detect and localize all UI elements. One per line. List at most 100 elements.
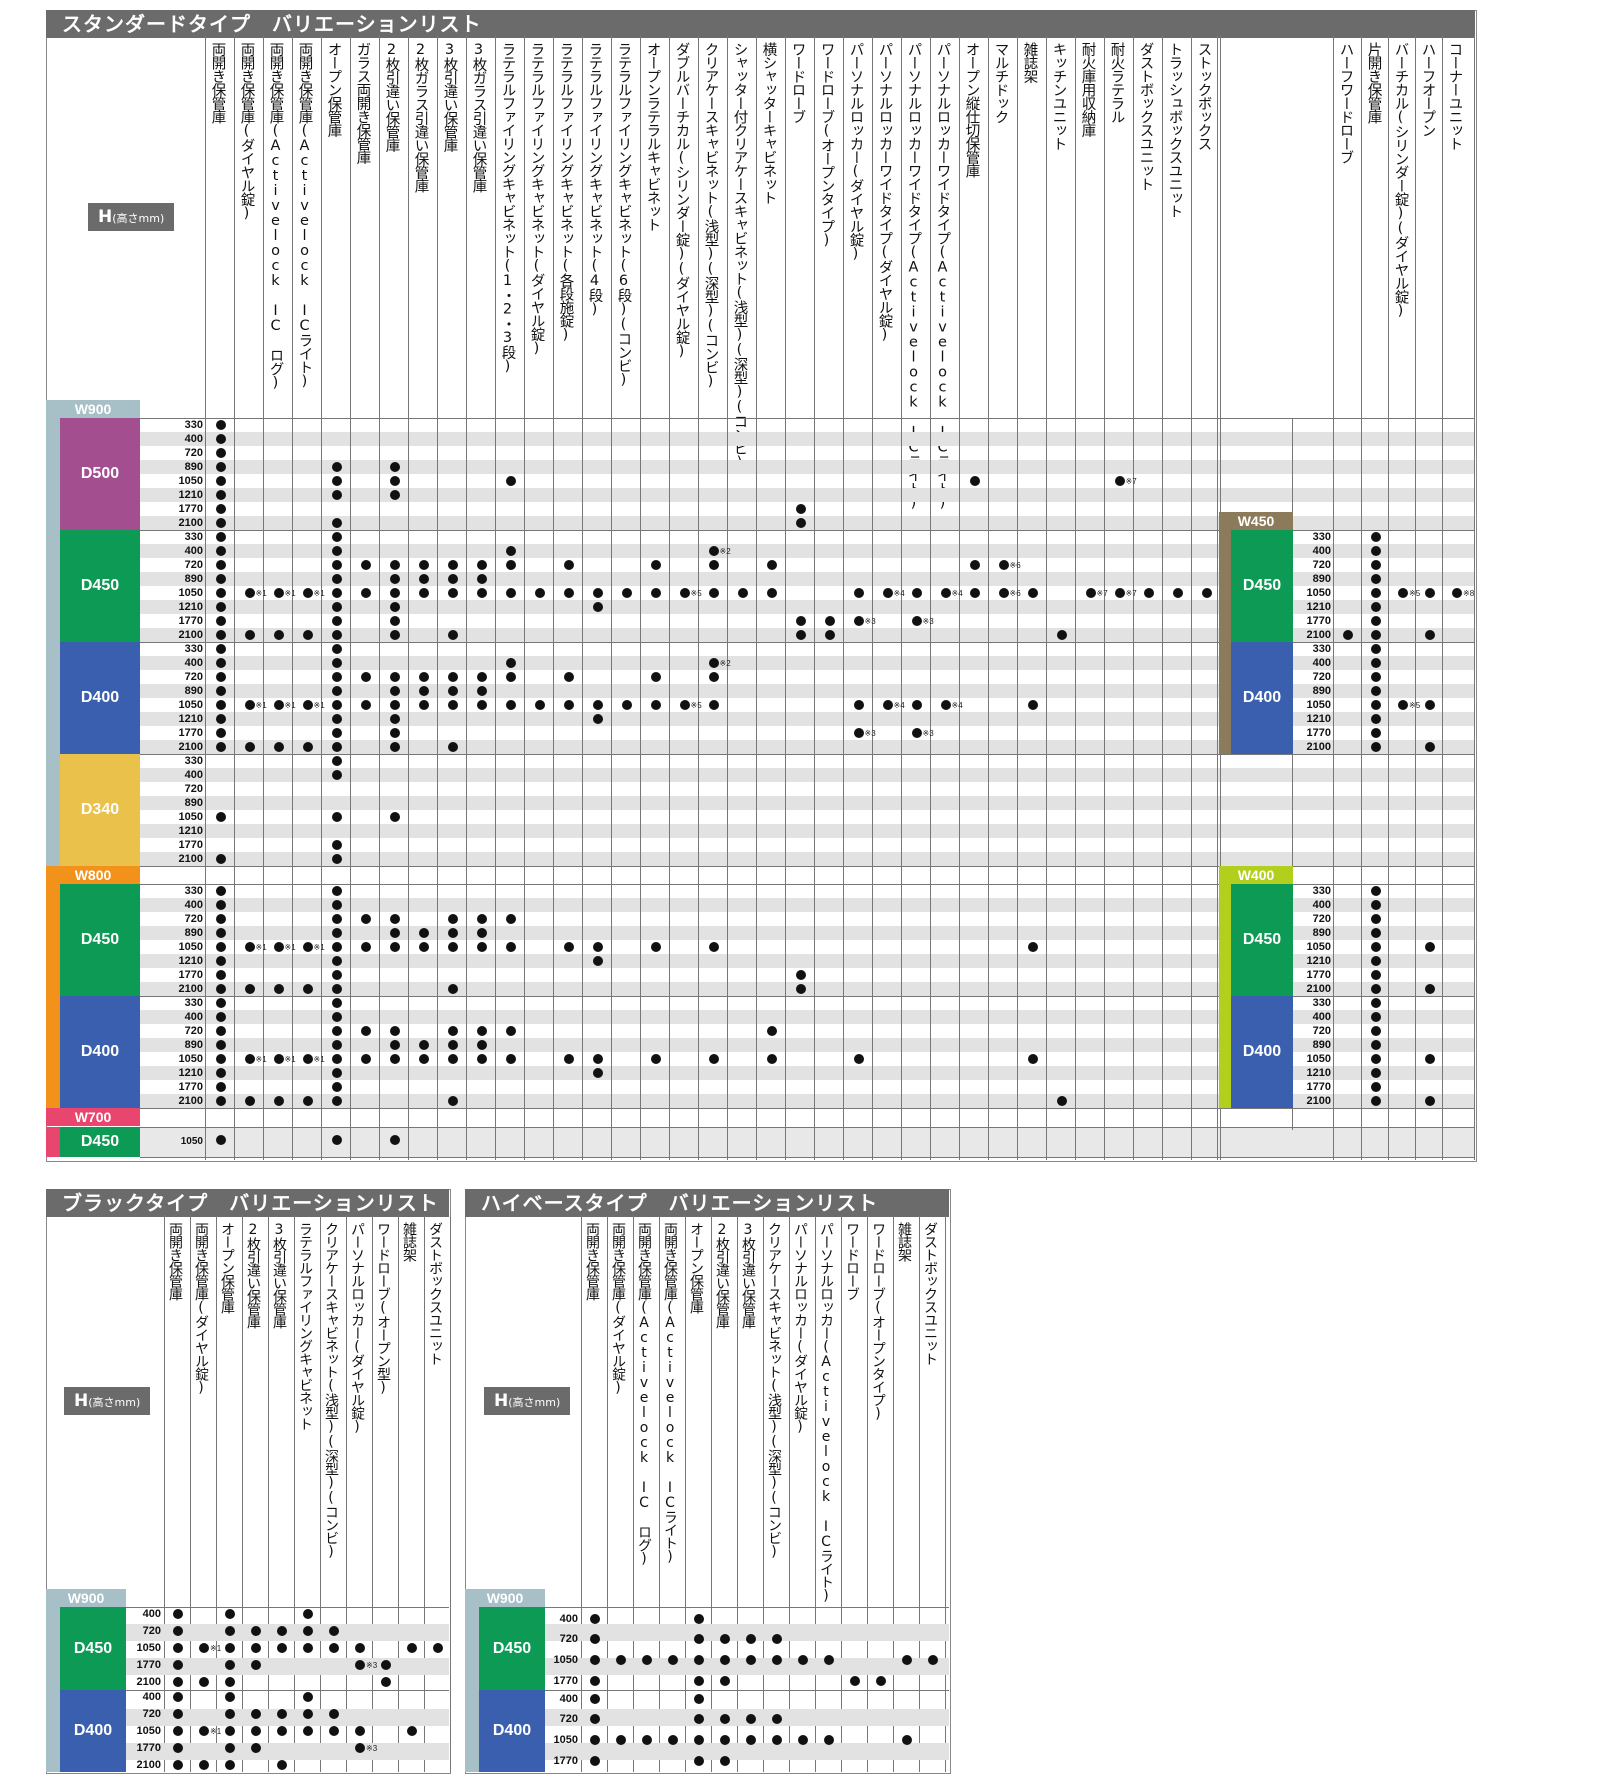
std-dot bbox=[331, 970, 342, 980]
black-dot bbox=[251, 1726, 261, 1736]
std-note: ※3 bbox=[864, 729, 876, 738]
std-height-label: 330 bbox=[184, 755, 203, 767]
black-dot bbox=[355, 1726, 365, 1736]
std-height-label: 1210 bbox=[1306, 955, 1331, 967]
std-dot bbox=[331, 532, 342, 542]
std-dot bbox=[1371, 574, 1381, 584]
std-col-divider bbox=[524, 35, 525, 1160]
std-col-divider bbox=[1217, 35, 1218, 1160]
hb-dot bbox=[746, 1714, 756, 1724]
std-dot bbox=[940, 588, 951, 598]
std-dot bbox=[708, 658, 719, 668]
std-dot bbox=[273, 742, 284, 752]
std-dot bbox=[215, 672, 226, 682]
std-dot bbox=[389, 728, 400, 738]
black-dot bbox=[251, 1709, 261, 1719]
hb-col-divider bbox=[789, 1215, 790, 1772]
std-dot bbox=[331, 742, 342, 752]
std-dot bbox=[331, 518, 342, 528]
std-height-label: 890 bbox=[1312, 1039, 1331, 1051]
std-dot bbox=[1085, 588, 1096, 598]
std-dot bbox=[331, 546, 342, 556]
black-col-divider bbox=[450, 1215, 451, 1772]
std-dot bbox=[389, 714, 400, 724]
black-dot bbox=[277, 1643, 287, 1653]
std-col-divider bbox=[872, 35, 873, 1160]
std-dot bbox=[273, 630, 284, 640]
black-dot bbox=[251, 1643, 261, 1653]
black-col-divider bbox=[398, 1215, 399, 1772]
std-dot bbox=[505, 942, 516, 952]
std-dot bbox=[1371, 1054, 1381, 1064]
std-stripe bbox=[140, 712, 1475, 726]
std-dot bbox=[882, 588, 893, 598]
std-dot bbox=[795, 504, 806, 514]
std-dot bbox=[1114, 476, 1125, 486]
std-right-col-header: ハーフオープン bbox=[1419, 42, 1436, 137]
std-dot bbox=[969, 588, 980, 598]
std-depth-d400: D400 bbox=[60, 996, 140, 1108]
std-dot bbox=[1371, 532, 1381, 542]
std-dot bbox=[331, 1026, 342, 1036]
std-col-divider bbox=[205, 35, 206, 1160]
std-dot bbox=[302, 1054, 313, 1064]
std-dot bbox=[215, 476, 226, 486]
std-height-label: 1210 bbox=[178, 955, 203, 967]
std-dot bbox=[795, 970, 806, 980]
std-col-header: マルチドック bbox=[992, 42, 1009, 123]
std-dot bbox=[215, 588, 226, 598]
std-dot bbox=[795, 984, 806, 994]
std-dot bbox=[563, 1054, 574, 1064]
std-dot bbox=[273, 1054, 284, 1064]
std-dot bbox=[563, 588, 574, 598]
black-note: ※3 bbox=[366, 1661, 378, 1670]
std-note: ※8 bbox=[1463, 589, 1475, 598]
std-col-divider bbox=[1104, 35, 1105, 1160]
std-dot bbox=[331, 462, 342, 472]
black-col-divider bbox=[424, 1215, 425, 1772]
std-note: ※1 bbox=[255, 701, 267, 710]
std-dot bbox=[389, 574, 400, 584]
std-col-header: ラテラルファイリングキャビネット(ダイヤル錠) bbox=[528, 42, 545, 356]
std-dot bbox=[592, 1068, 603, 1078]
std-col-header: ダストボックスユニット bbox=[1137, 42, 1154, 191]
std-height-label: 890 bbox=[1312, 573, 1331, 585]
std-col-divider bbox=[756, 35, 757, 1160]
std-dot bbox=[447, 588, 458, 598]
std-dot bbox=[244, 1096, 255, 1106]
std-dot bbox=[331, 956, 342, 966]
std-height-label: 400 bbox=[1312, 657, 1331, 669]
std-dot bbox=[447, 686, 458, 696]
hb-col-header: パーソナルロッカー(ダイヤル錠) bbox=[792, 1222, 808, 1434]
black-dot bbox=[225, 1609, 235, 1619]
std-dot bbox=[592, 602, 603, 612]
std-height-label: 400 bbox=[1312, 899, 1331, 911]
std-right-col-header: コーナーユニット bbox=[1446, 42, 1463, 150]
hb-stripe bbox=[542, 1624, 949, 1641]
std-dot bbox=[215, 1135, 226, 1145]
std-dot bbox=[215, 956, 226, 966]
hb-col-divider bbox=[815, 1215, 816, 1772]
std-dot bbox=[563, 672, 574, 682]
std-stripe bbox=[140, 824, 1475, 838]
std-dot bbox=[331, 574, 342, 584]
std-w700-tag: W700 bbox=[46, 1108, 140, 1126]
std-row-divider bbox=[140, 996, 1475, 997]
std-dot bbox=[1371, 900, 1381, 910]
std-height-label: 890 bbox=[184, 927, 203, 939]
hb-dot bbox=[694, 1735, 704, 1745]
std-right-col-header: 片開き保管庫 bbox=[1365, 42, 1382, 123]
std-dot bbox=[708, 588, 719, 598]
std-dot bbox=[1371, 672, 1381, 682]
std-row-divider bbox=[140, 1127, 1475, 1128]
std-col-divider bbox=[1361, 35, 1362, 1160]
highbase-panel bbox=[465, 1189, 951, 1774]
black-dot bbox=[329, 1709, 339, 1719]
black-height-label: 720 bbox=[142, 1625, 161, 1637]
std-dot bbox=[244, 742, 255, 752]
std-height-label: 890 bbox=[1312, 927, 1331, 939]
black-height-label: 720 bbox=[142, 1708, 161, 1720]
black-dot bbox=[303, 1709, 313, 1719]
hb-col-divider bbox=[893, 1215, 894, 1772]
std-col-header: 耐火ラテラル bbox=[1108, 42, 1125, 123]
